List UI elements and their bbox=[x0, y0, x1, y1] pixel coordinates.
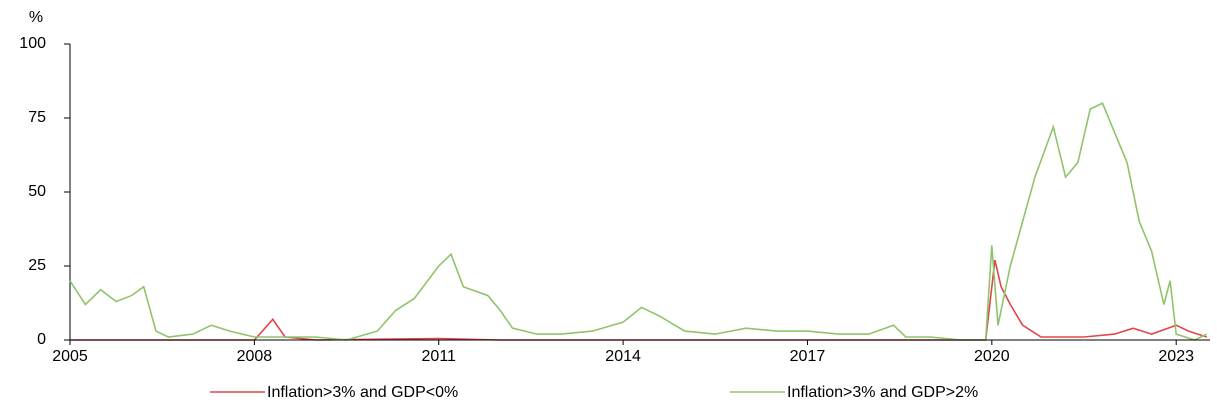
y-tick-label: 75 bbox=[28, 109, 46, 126]
y-axis-label: % bbox=[29, 9, 43, 26]
line-series bbox=[70, 259, 1208, 341]
x-tick-label: 2017 bbox=[790, 348, 826, 365]
x-tick-label: 2020 bbox=[974, 348, 1010, 365]
line-series bbox=[69, 102, 1208, 341]
legend-label: Inflation>3% and GDP<0% bbox=[267, 384, 458, 401]
y-tick-label: 0 bbox=[37, 331, 46, 348]
y-tick-label: 50 bbox=[28, 183, 46, 200]
x-tick-label: 2011 bbox=[422, 348, 457, 365]
y-tick-label: 100 bbox=[19, 35, 46, 52]
x-tick-label: 2005 bbox=[52, 348, 88, 365]
x-tick-label: 2023 bbox=[1158, 348, 1194, 365]
legend-label: Inflation>3% and GDP>2% bbox=[787, 384, 978, 401]
x-tick-label: 2014 bbox=[605, 348, 641, 365]
x-tick-label: 2008 bbox=[237, 348, 273, 365]
y-tick-label: 25 bbox=[28, 257, 46, 274]
